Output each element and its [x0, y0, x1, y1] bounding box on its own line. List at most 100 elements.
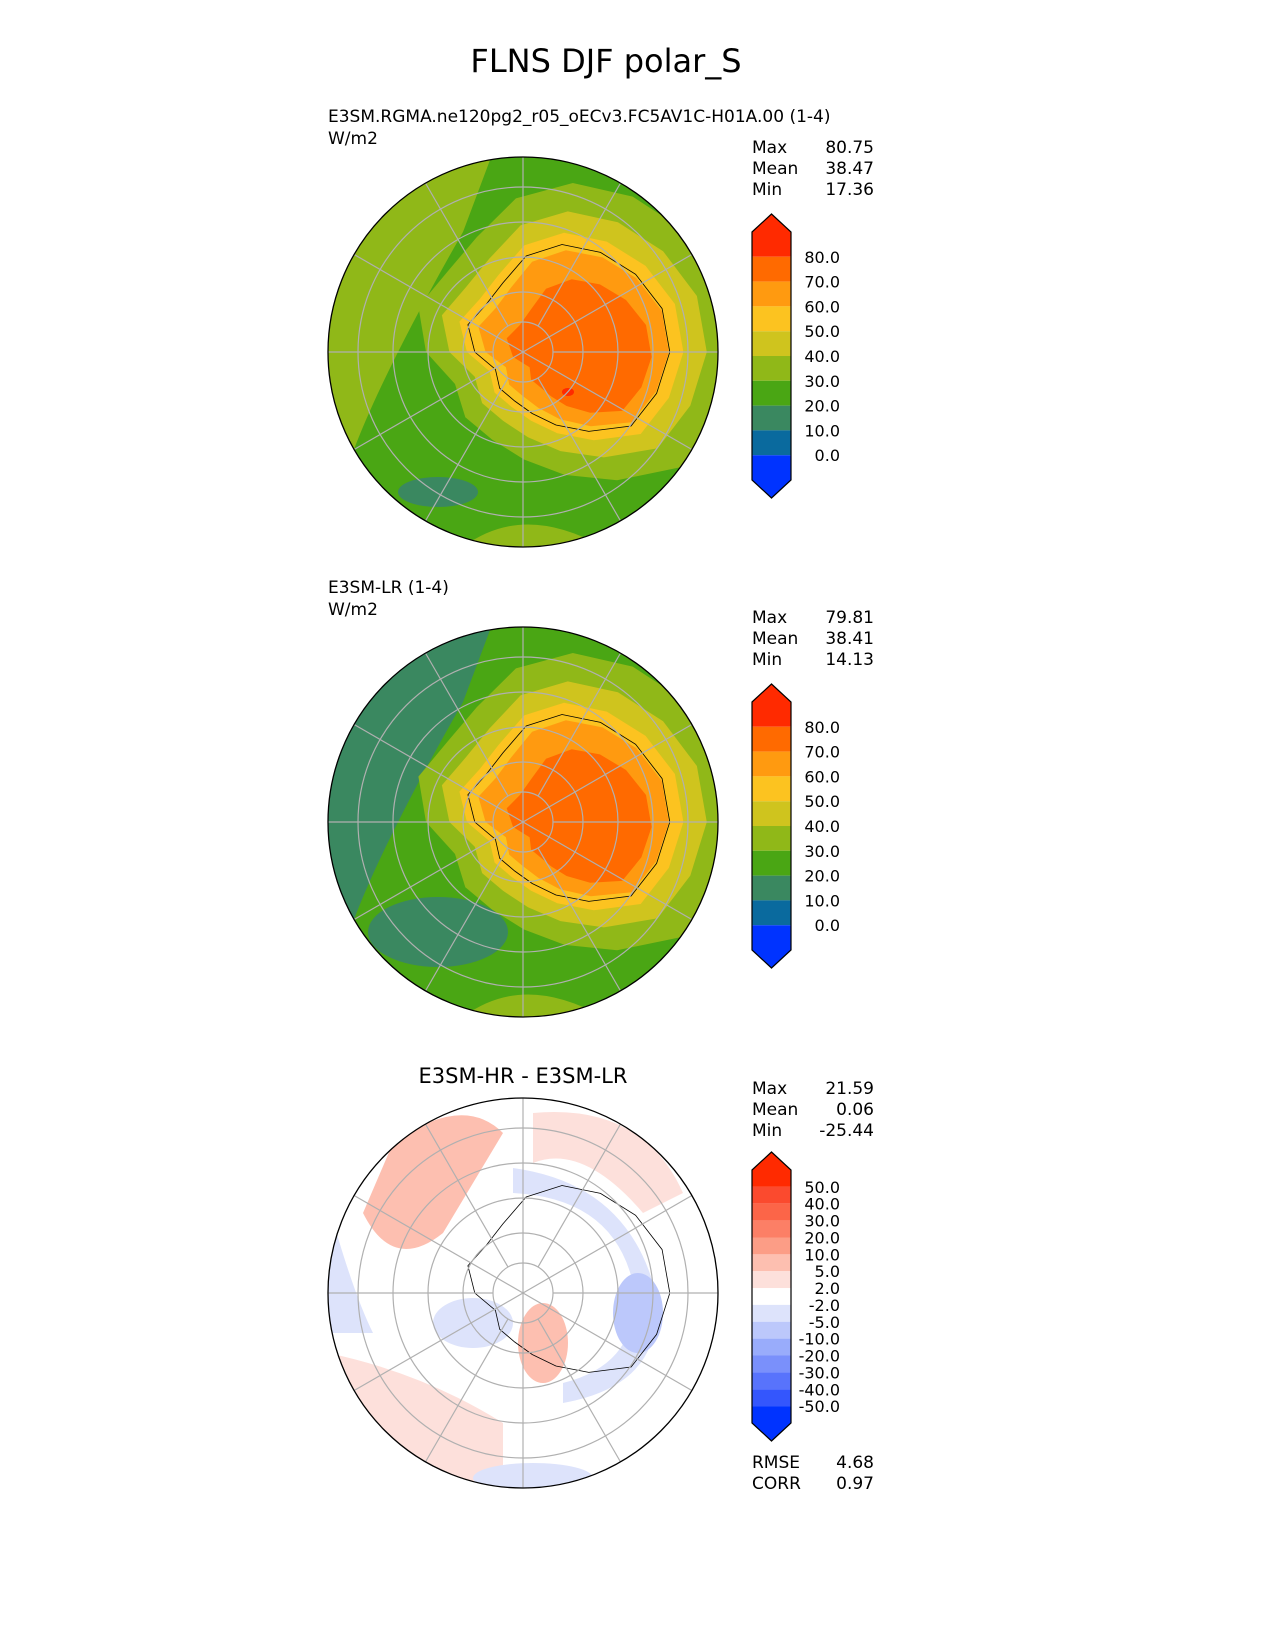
longitude-gridline: [537, 652, 622, 797]
panel1-stats: Max 80.75 Mean 38.47 Min 17.36: [752, 138, 874, 201]
colorbar-tick-label: 40.0: [804, 817, 840, 836]
colorbar-swatch: [752, 850, 791, 876]
rmse-value: 4.68: [836, 1453, 874, 1473]
longitude-gridline: [537, 847, 622, 992]
max-label: Max: [752, 138, 788, 158]
colorbar-swatch: [752, 1254, 791, 1272]
max-label: Max: [752, 608, 788, 628]
negative-anomaly: [473, 1463, 593, 1488]
corr-label: CORR: [752, 1474, 801, 1494]
map-boundary: [327, 1097, 719, 1489]
colorbar-outline: [751, 683, 792, 969]
colorbar-tick-label: 0.0: [815, 916, 840, 935]
panel3-stats: Max 21.59 Mean 0.06 Min -25.44: [752, 1079, 874, 1142]
colorbar-tick-label: 30.0: [804, 842, 840, 861]
longitude-gridline: [424, 1318, 509, 1463]
panel2-title: E3SM-LR (1-4): [328, 578, 449, 598]
longitude-gridline: [424, 847, 509, 992]
colorbar-tick-label: 5.0: [815, 1262, 840, 1281]
colorbar-swatch: [752, 331, 791, 356]
colorbar-tick-label: 30.0: [804, 1212, 840, 1231]
colorbar-tick-label: 40.0: [804, 1195, 840, 1214]
colorbar-swatch: [752, 281, 791, 307]
longitude-gridline: [353, 253, 524, 353]
panel3-title: E3SM-HR - E3SM-LR: [418, 1064, 628, 1088]
max-value: 21.59: [825, 1079, 874, 1099]
colorbar-swatch: [752, 875, 791, 901]
colorbar-tick-label: 10.0: [804, 421, 840, 440]
max-value: 79.81: [825, 608, 874, 628]
colorbar-swatch: [752, 1389, 791, 1407]
colorbar-tick-label: -2.0: [809, 1296, 840, 1315]
min-label: Min: [752, 650, 783, 670]
polar-map-1: [327, 156, 719, 548]
colorbar-tick-label: -20.0: [799, 1347, 840, 1366]
colorbar-tick-label: 2.0: [815, 1279, 840, 1298]
rmse-label: RMSE: [752, 1453, 801, 1473]
colorbar-swatch: [752, 900, 791, 926]
colorbar-swatch: [752, 1152, 791, 1187]
colorbar-swatch: [752, 380, 791, 406]
colorbar-swatch: [752, 1288, 791, 1305]
longitude-gridline: [522, 821, 693, 921]
polar-map-3: [327, 1097, 719, 1489]
colorbar-swatch: [752, 1321, 791, 1339]
mean-label: Mean: [752, 629, 799, 649]
longitude-gridline: [353, 723, 524, 823]
colorbar-swatch: [752, 776, 791, 802]
longitude-gridline: [537, 182, 622, 327]
colorbar-swatch: [752, 1186, 791, 1204]
panel1-units: W/m2: [328, 129, 378, 149]
map-boundary: [327, 156, 719, 548]
colorbar-3: 50.040.030.020.010.05.02.0-2.0-5.0-10.0-…: [751, 1151, 840, 1442]
longitude-gridline: [522, 1194, 693, 1294]
mean-value: 0.06: [836, 1100, 874, 1120]
min-value: 17.36: [825, 180, 874, 200]
colorbar-tick-label: 70.0: [804, 743, 840, 762]
colorbar-tick-label: 10.0: [804, 1245, 840, 1264]
panel3-metrics: RMSE 4.68 CORR 0.97: [752, 1453, 874, 1495]
figure-title: FLNS DJF polar_S: [470, 42, 742, 80]
colorbar-swatch: [752, 801, 791, 826]
colorbar-swatch: [752, 455, 791, 498]
colorbar-swatch: [752, 214, 791, 257]
map-fill: [328, 157, 718, 547]
colorbar-swatch: [752, 1203, 791, 1221]
colorbar-swatch: [752, 356, 791, 381]
positive-anomaly: [533, 1112, 683, 1213]
colorbar-outline: [751, 213, 792, 499]
longitude-gridline: [522, 351, 693, 451]
colorbar-outline: [751, 1151, 792, 1442]
negative-anomaly: [613, 1273, 663, 1353]
mean-value: 38.41: [825, 629, 874, 649]
colorbar-tick-label: 40.0: [804, 347, 840, 366]
colorbar-swatch: [752, 1406, 791, 1441]
longitude-gridline: [522, 1292, 693, 1392]
longitude-gridline: [424, 1123, 509, 1268]
colorbar-swatch: [752, 1271, 791, 1289]
longitude-gridline: [522, 723, 693, 823]
max-label: Max: [752, 1079, 788, 1099]
colorbar-tick-label: 10.0: [804, 891, 840, 910]
contour-band-70-80: [506, 749, 652, 883]
colorbar-tick-label: 60.0: [804, 297, 840, 316]
contour-band-10-20: [368, 897, 508, 967]
negative-anomaly: [328, 1203, 373, 1333]
longitude-gridline: [424, 182, 509, 327]
colorbar-tick-label: 60.0: [804, 767, 840, 786]
corr-value: 0.97: [836, 1474, 874, 1494]
negative-anomaly: [513, 1168, 657, 1403]
panel1-title: E3SM.RGMA.ne120pg2_r05_oECv3.FC5AV1C-H01…: [328, 107, 831, 127]
panel2-stats: Max 79.81 Mean 38.41 Min 14.13: [752, 608, 874, 671]
colorbar-swatch: [752, 1338, 791, 1356]
longitude-gridline: [522, 253, 693, 353]
colorbar-tick-label: 20.0: [804, 1228, 840, 1247]
longitude-gridline: [537, 377, 622, 522]
mean-value: 38.47: [825, 159, 874, 179]
min-label: Min: [752, 180, 783, 200]
positive-anomaly: [518, 1303, 568, 1383]
colorbar-swatch: [752, 306, 791, 332]
min-value: 14.13: [825, 650, 874, 670]
